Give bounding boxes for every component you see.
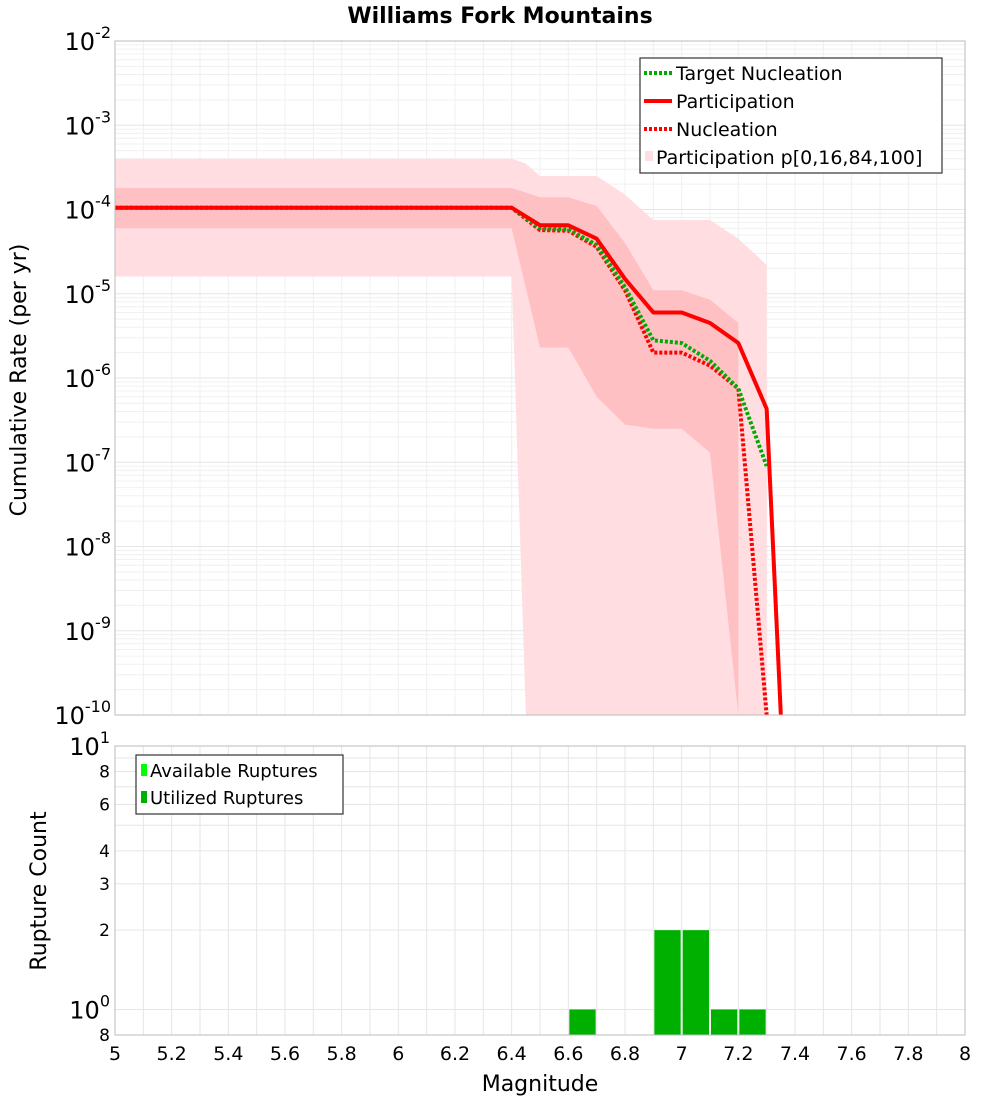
x-tick-label: 6.8: [610, 1043, 640, 1065]
y-tick-label: 10-7: [65, 444, 112, 477]
x-tick-label: 7: [676, 1043, 688, 1065]
x-tick-label: 8: [959, 1043, 971, 1065]
x-tick-label: 6.2: [440, 1043, 470, 1065]
legend-label-participation: Participation: [676, 91, 795, 113]
y-tick-label: 10-5: [65, 276, 112, 309]
y-tick-label: 10-3: [65, 107, 112, 140]
x-tick-labels: 5 5.2 5.4 5.6 5.8 6 6.2 6.4 6.6 6.8 7 7.2 7.4 7.6 7.8 8: [109, 1043, 971, 1065]
rupture-bar: [711, 1009, 738, 1035]
x-tick-label: 6: [392, 1043, 404, 1065]
x-tick-label: 6.6: [553, 1043, 583, 1065]
rupture-bar: [739, 1009, 766, 1035]
rupture-bar: [569, 1009, 596, 1035]
x-axis-label: Magnitude: [482, 1072, 599, 1097]
top-legend: Target Nucleation Participation Nucleati…: [639, 57, 943, 174]
band-1: [115, 187, 739, 715]
y-tick-label: 3: [99, 875, 110, 895]
x-tick-label: 7.4: [780, 1043, 810, 1065]
utilized-rupture-bars: [569, 930, 766, 1035]
top-y-tick-labels: 10-2 10-3 10-4 10-5 10-6 10-7 10-8 10-9 10-10: [54, 23, 111, 730]
bottom-plot-border: [114, 745, 966, 1036]
top-y-axis-label: Cumulative Rate (per yr): [7, 244, 32, 517]
y-tick-label: 10-6: [65, 360, 112, 393]
y-tick-label: 100: [69, 991, 110, 1024]
rate-series-lines: [115, 205, 783, 716]
rupture-bar: [682, 930, 709, 1035]
x-tick-label: 5.2: [157, 1043, 187, 1065]
x-tick-label: 5: [109, 1043, 121, 1065]
x-tick-label: 7.6: [837, 1043, 867, 1065]
y-tick-label: 101: [69, 728, 110, 761]
x-tick-label: 7.8: [893, 1043, 923, 1065]
y-tick-label: 10-2: [65, 23, 112, 56]
x-tick-label: 5.8: [327, 1043, 357, 1065]
x-tick-label: 6.4: [497, 1043, 527, 1065]
y-tick-label: 2: [99, 921, 110, 941]
rupture-bar: [654, 930, 681, 1035]
legend-label-participation-band: Participation p[0,16,84,100]: [656, 147, 922, 169]
legend-label-nucleation: Nucleation: [676, 119, 778, 141]
chart-title: Williams Fork Mountains: [347, 4, 652, 29]
y-tick-label: 4: [99, 842, 110, 862]
y-tick-label: 10-8: [65, 529, 112, 562]
top-plot-border: [114, 40, 966, 716]
x-tick-label: 7.2: [723, 1043, 753, 1065]
y-tick-label: 6: [99, 795, 110, 815]
series-line-participation: [115, 205, 783, 716]
legend-swatch-available-ruptures: [141, 764, 147, 776]
x-tick-label: 5.4: [213, 1043, 243, 1065]
bottom-y-axis-label: Rupture Count: [27, 811, 52, 971]
legend-label-available-ruptures: Available Ruptures: [150, 761, 318, 782]
bottom-legend: Available Ruptures Utilized Ruptures: [135, 754, 344, 815]
y-tick-label: 8: [99, 763, 110, 783]
participation-bands: [115, 158, 767, 716]
legend-label-target-nucleation: Target Nucleation: [675, 63, 843, 85]
legend-swatch-participation-band: [645, 151, 653, 161]
y-tick-label: 10-9: [65, 613, 112, 646]
legend-swatch-utilized-ruptures: [141, 791, 147, 803]
y-tick-label: 8: [99, 1026, 110, 1046]
y-tick-label: 10-10: [54, 697, 111, 730]
legend-label-utilized-ruptures: Utilized Ruptures: [150, 788, 303, 809]
x-tick-label: 5.6: [270, 1043, 300, 1065]
y-tick-label: 10-4: [65, 192, 112, 225]
